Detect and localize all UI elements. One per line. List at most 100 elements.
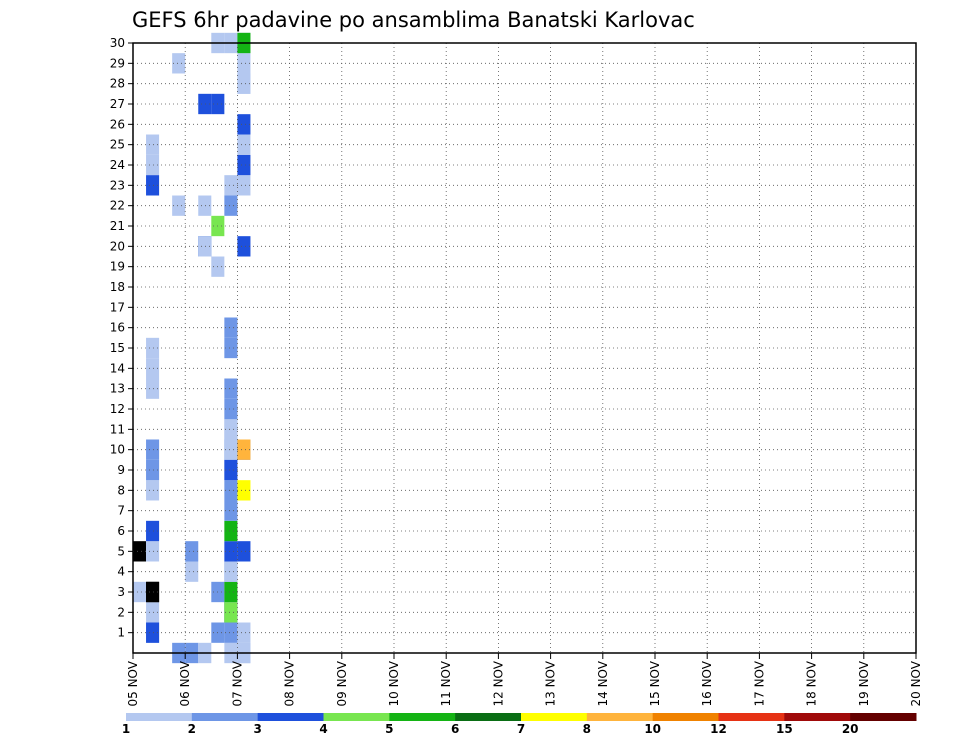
y-tick-label: 1 (117, 626, 125, 640)
legend-swatch (784, 713, 851, 721)
grid-layer (133, 42, 916, 653)
legend-swatch (521, 713, 588, 721)
y-tick-label: 18 (110, 280, 125, 294)
precip-cell (237, 134, 251, 155)
legend-swatch (323, 713, 390, 721)
y-tick-label: 6 (117, 524, 125, 538)
precip-cell (224, 520, 238, 542)
y-tick-label: 26 (110, 117, 125, 131)
legend-label: 2 (188, 722, 196, 736)
legend-label: 12 (710, 722, 727, 736)
y-tick-label: 16 (110, 321, 125, 335)
x-tick-label: 07 NOV (230, 660, 244, 706)
precip-cell (224, 541, 238, 562)
precip-cell (133, 541, 147, 562)
chart-title: GEFS 6hr padavine po ansamblima Banatski… (132, 8, 695, 32)
y-tick-label: 2 (117, 605, 125, 619)
precip-cell (237, 154, 251, 176)
precip-cell (224, 419, 238, 440)
precip-cell (237, 236, 251, 257)
x-tick-label: 14 NOV (596, 660, 610, 706)
legend-label: 1 (122, 722, 130, 736)
legend-label: 6 (451, 722, 459, 736)
y-tick-label: 13 (110, 382, 125, 396)
precip-cell (146, 134, 160, 155)
precip-cell (146, 154, 160, 176)
legend-label: 20 (842, 722, 859, 736)
y-tick-label: 7 (117, 504, 125, 518)
x-tick-label: 05 NOV (126, 660, 140, 706)
legend-swatch (718, 713, 785, 721)
y-tick-label: 21 (110, 219, 125, 233)
precip-cell (146, 541, 160, 562)
precip-cell (224, 500, 238, 521)
legend-swatch (126, 713, 193, 721)
precip-cell (198, 93, 212, 115)
y-tick-label: 14 (110, 361, 125, 375)
legend-label: 7 (517, 722, 525, 736)
y-tick-label: 11 (110, 422, 125, 436)
precip-cell (237, 175, 251, 196)
precip-cell (224, 459, 238, 481)
precip-cell (146, 480, 160, 501)
cells-layer (133, 32, 251, 664)
precip-cell (224, 378, 238, 399)
precip-cell (146, 378, 160, 399)
precip-cell (185, 561, 199, 582)
precip-cell (146, 581, 160, 603)
precip-cell (146, 520, 160, 542)
precip-cell (237, 53, 251, 74)
x-tick-label: 19 NOV (857, 660, 871, 706)
y-tick-label: 19 (110, 260, 125, 274)
legend-label: 3 (253, 722, 261, 736)
precip-cell (224, 195, 238, 216)
legend-swatch (191, 713, 259, 721)
precip-cell (133, 581, 147, 603)
color-legend: 1 2 3 4 5 6 7 8 10 12 15 20 (122, 713, 917, 736)
precip-cell (237, 73, 251, 94)
plot-frame (132, 42, 917, 654)
legend-swatch (455, 713, 522, 721)
precip-cell (224, 480, 238, 501)
y-tick-label: 29 (110, 56, 125, 70)
legend-swatch (850, 713, 917, 721)
y-tick-label: 8 (117, 483, 125, 497)
precip-cell (237, 622, 251, 643)
y-tick-label: 25 (110, 138, 125, 152)
y-tick-label: 20 (110, 239, 125, 253)
precip-cell (224, 622, 238, 643)
x-tick-label: 06 NOV (178, 660, 192, 706)
x-tick-label: 13 NOV (544, 660, 558, 706)
legend-swatch (586, 713, 654, 721)
precip-cell (224, 439, 238, 460)
precip-cell (146, 602, 160, 623)
legend-swatch (389, 713, 456, 721)
legend-label: 10 (644, 722, 661, 736)
y-axis: 1234567891011121314151617181920212223242… (110, 36, 133, 640)
precip-cell (224, 561, 238, 582)
precip-cell (224, 175, 238, 196)
y-tick-label: 15 (110, 341, 125, 355)
y-tick-label: 24 (110, 158, 125, 172)
x-tick-label: 15 NOV (648, 660, 662, 706)
precip-cell (237, 480, 251, 501)
y-tick-label: 17 (110, 300, 125, 314)
precip-cell (224, 602, 238, 623)
x-tick-label: 17 NOV (752, 660, 766, 706)
legend-label: 8 (583, 722, 591, 736)
x-tick-label: 10 NOV (387, 660, 401, 706)
precip-cell (198, 236, 212, 257)
y-tick-label: 9 (117, 463, 125, 477)
precip-cell (146, 358, 160, 379)
x-tick-label: 18 NOV (805, 660, 819, 706)
legend-swatch (652, 713, 719, 721)
precip-cell (172, 195, 186, 216)
precip-cell (146, 337, 160, 359)
precip-cell (198, 195, 212, 216)
precip-cell (146, 459, 160, 481)
precip-cell (146, 622, 160, 643)
precip-cell (224, 581, 238, 603)
precip-cell (146, 175, 160, 196)
y-tick-label: 23 (110, 178, 125, 192)
x-tick-label: 20 NOV (909, 660, 923, 706)
